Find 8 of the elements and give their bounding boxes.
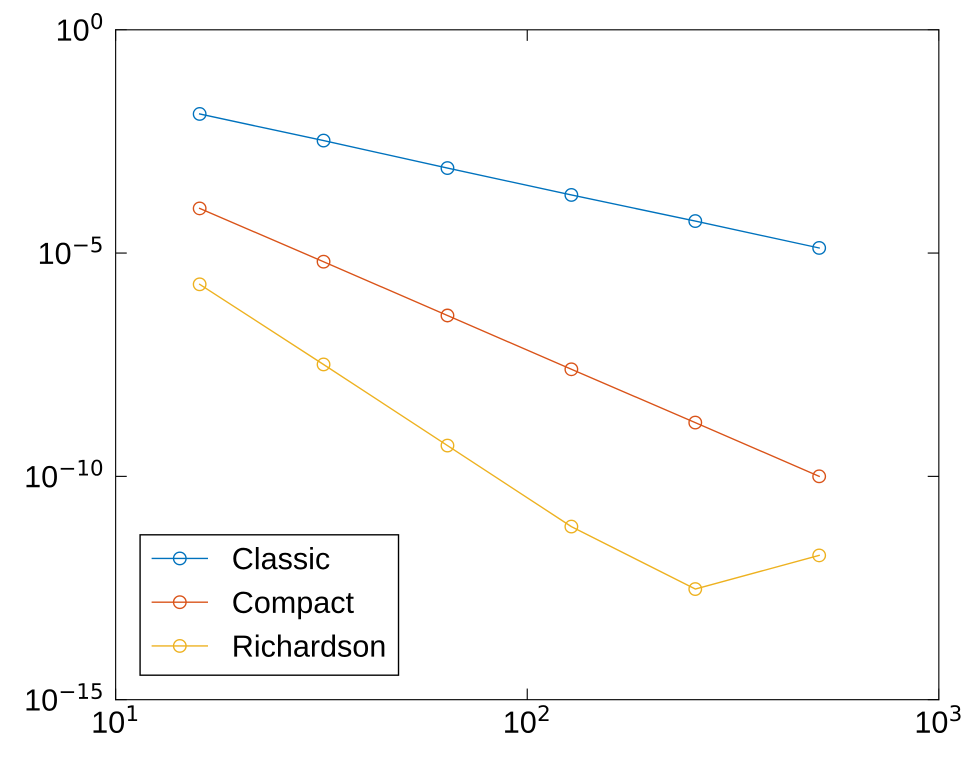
- legend-label: Richardson: [234, 634, 384, 657]
- x-tick-label: 10$^{3}$: [916, 705, 961, 733]
- legend-label: Compact: [233, 592, 354, 620]
- y-tick-label: 10$^{−10}$: [26, 460, 102, 488]
- x-tick-label: 10$^{2}$: [505, 705, 549, 733]
- legend-label: Classic: [233, 547, 330, 570]
- y-tick-label: 10$^{0}$: [58, 13, 102, 41]
- y-tick-label: 10$^{−5}$: [40, 236, 102, 264]
